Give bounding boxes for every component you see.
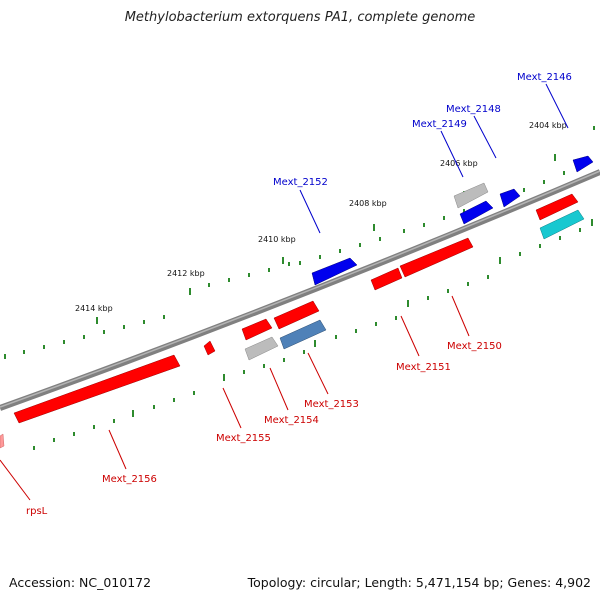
genome-backbone — [0, 169, 600, 411]
minus-strand-genes — [0, 209, 585, 449]
leader-mext-2152 — [299, 189, 321, 234]
leader-mext-2146 — [545, 83, 569, 129]
leader-mext-2154 — [269, 367, 289, 411]
gene-mext-2153[interactable] — [279, 319, 327, 350]
leader-mext-2150 — [451, 295, 470, 337]
gene-red-plus-b[interactable] — [399, 237, 474, 278]
leader-mext-2156 — [108, 429, 127, 470]
gene-label-mext-2156[interactable]: Mext_2156 — [102, 474, 157, 485]
gene-cyan[interactable] — [539, 209, 585, 240]
gene-mext-2148[interactable] — [499, 188, 521, 208]
gene-mext-2152[interactable] — [311, 257, 358, 286]
map-title: Methylobacterium extorquens PA1, complet… — [124, 10, 476, 25]
scale-label-2406: 2406 kbp — [440, 159, 478, 168]
gene-red-plus-e[interactable] — [241, 318, 273, 341]
inner-tick-row — [33, 219, 593, 450]
gene-mext-2146[interactable] — [572, 155, 594, 173]
plus-strand-genes — [241, 155, 594, 341]
leader-mext-2155 — [222, 387, 242, 429]
gene-label-mext-2153[interactable]: Mext_2153 — [304, 399, 359, 410]
gene-label-rpsl[interactable]: rpsL — [26, 506, 48, 517]
gene-mext-2154[interactable] — [244, 336, 279, 361]
leader-mext-2153 — [307, 352, 329, 395]
leader-rpsl — [0, 459, 31, 501]
genome-backbone-highlight — [0, 170, 600, 408]
gene-red-plus-d[interactable] — [273, 300, 320, 330]
scale-label-2414: 2414 kbp — [75, 304, 113, 313]
gene-mext-2149[interactable] — [459, 200, 494, 225]
gene-label-mext-2151[interactable]: Mext_2151 — [396, 362, 451, 373]
outer-tick-row — [4, 126, 595, 359]
leader-mext-2151 — [400, 315, 420, 357]
gene-label-mext-2155[interactable]: Mext_2155 — [216, 433, 271, 444]
scale-label-2408: 2408 kbp — [349, 199, 387, 208]
gene-label-mext-2149[interactable]: Mext_2149 — [412, 119, 467, 130]
scale-label-2412: 2412 kbp — [167, 269, 205, 278]
gene-red-plus-a[interactable] — [535, 193, 579, 221]
gene-label-mext-2150[interactable]: Mext_2150 — [447, 341, 502, 352]
gene-label-mext-2146[interactable]: Mext_2146 — [517, 72, 572, 83]
scale-label-2410: 2410 kbp — [258, 235, 296, 244]
tick-mark — [4, 126, 595, 359]
gene-mext-2156[interactable] — [13, 354, 181, 424]
leader-mext-2149 — [440, 130, 464, 178]
gene-gray-a[interactable] — [453, 182, 489, 209]
tick-mark — [33, 219, 593, 450]
tick-major — [96, 154, 556, 324]
genome-summary-text: Topology: circular; Length: 5,471,154 bp… — [247, 575, 591, 590]
gene-label-mext-2148[interactable]: Mext_2148 — [446, 104, 501, 115]
gene-label-mext-2154[interactable]: Mext_2154 — [264, 415, 319, 426]
leader-mext-2148 — [473, 115, 497, 159]
gene-red-plus-c[interactable] — [370, 267, 403, 291]
gene-rpsl[interactable] — [0, 433, 5, 449]
accession-text: Accession: NC_010172 — [9, 575, 152, 590]
scale-label-2404: 2404 kbp — [529, 121, 567, 130]
gene-mext-2155[interactable] — [203, 340, 216, 356]
gene-label-mext-2152[interactable]: Mext_2152 — [273, 177, 328, 188]
